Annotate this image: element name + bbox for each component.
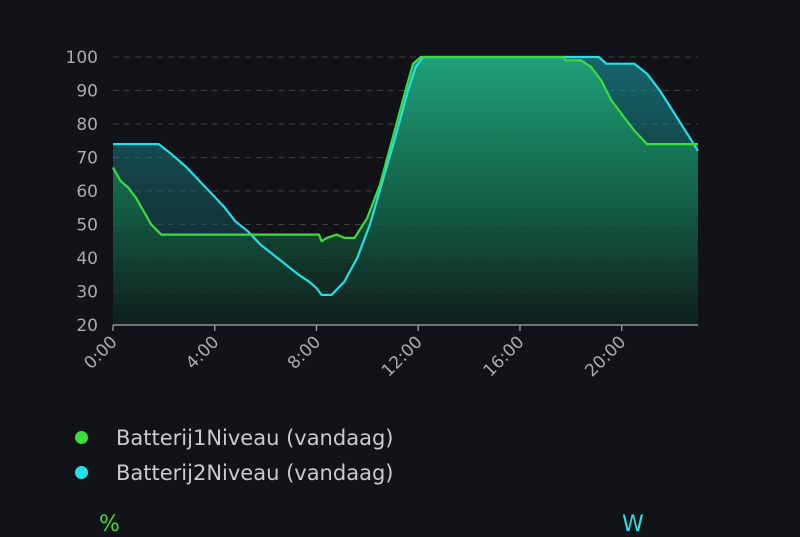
series-areas [113, 57, 698, 325]
x-tick-label: 12:00 [378, 332, 427, 381]
x-tick-label: 4:00 [182, 332, 223, 373]
x-tick-label: 8:00 [284, 332, 325, 373]
legend-item-batterij1[interactable]: Batterij1Niveau (vandaag) [75, 420, 393, 455]
legend-item-batterij2[interactable]: Batterij2Niveau (vandaag) [75, 455, 393, 490]
y-tick-label: 20 [76, 316, 98, 336]
x-tick-label: 16:00 [480, 332, 529, 381]
legend-label: Batterij1Niveau (vandaag) [116, 425, 394, 450]
battery-level-chart: 20 30 40 50 60 70 80 90 100 0:00 4:00 8:00 12:00 16:… [66, 48, 699, 381]
x-tick-label: 0:00 [80, 332, 121, 373]
axes [112, 324, 698, 331]
right-axis-unit: W [622, 512, 644, 537]
legend-label: Batterij2Niveau (vandaag) [116, 460, 394, 485]
series-lines [112, 55, 699, 296]
series-line-1 [112, 55, 698, 243]
legend-dot-icon [75, 466, 88, 479]
legend-dot-icon [75, 431, 88, 444]
y-tick-labels: 20 30 40 50 60 70 80 90 100 [66, 48, 98, 336]
y-tick-label: 100 [66, 48, 98, 68]
y-tick-label: 70 [76, 149, 98, 169]
legend: Batterij1Niveau (vandaag) Batterij2Nivea… [75, 420, 393, 490]
y-tick-label: 60 [76, 182, 98, 202]
x-tick-label: 20:00 [581, 332, 630, 381]
left-axis-unit: % [99, 512, 120, 537]
series-area-1 [113, 57, 698, 325]
y-tick-label: 80 [76, 115, 98, 135]
x-tick-labels: 0:00 4:00 8:00 12:00 16:00 20:00 [80, 332, 630, 381]
y-tick-label: 90 [76, 82, 98, 102]
y-tick-label: 30 [76, 283, 98, 303]
series-line-2 [113, 55, 699, 296]
y-tick-label: 40 [76, 249, 98, 269]
y-tick-label: 50 [76, 216, 98, 236]
